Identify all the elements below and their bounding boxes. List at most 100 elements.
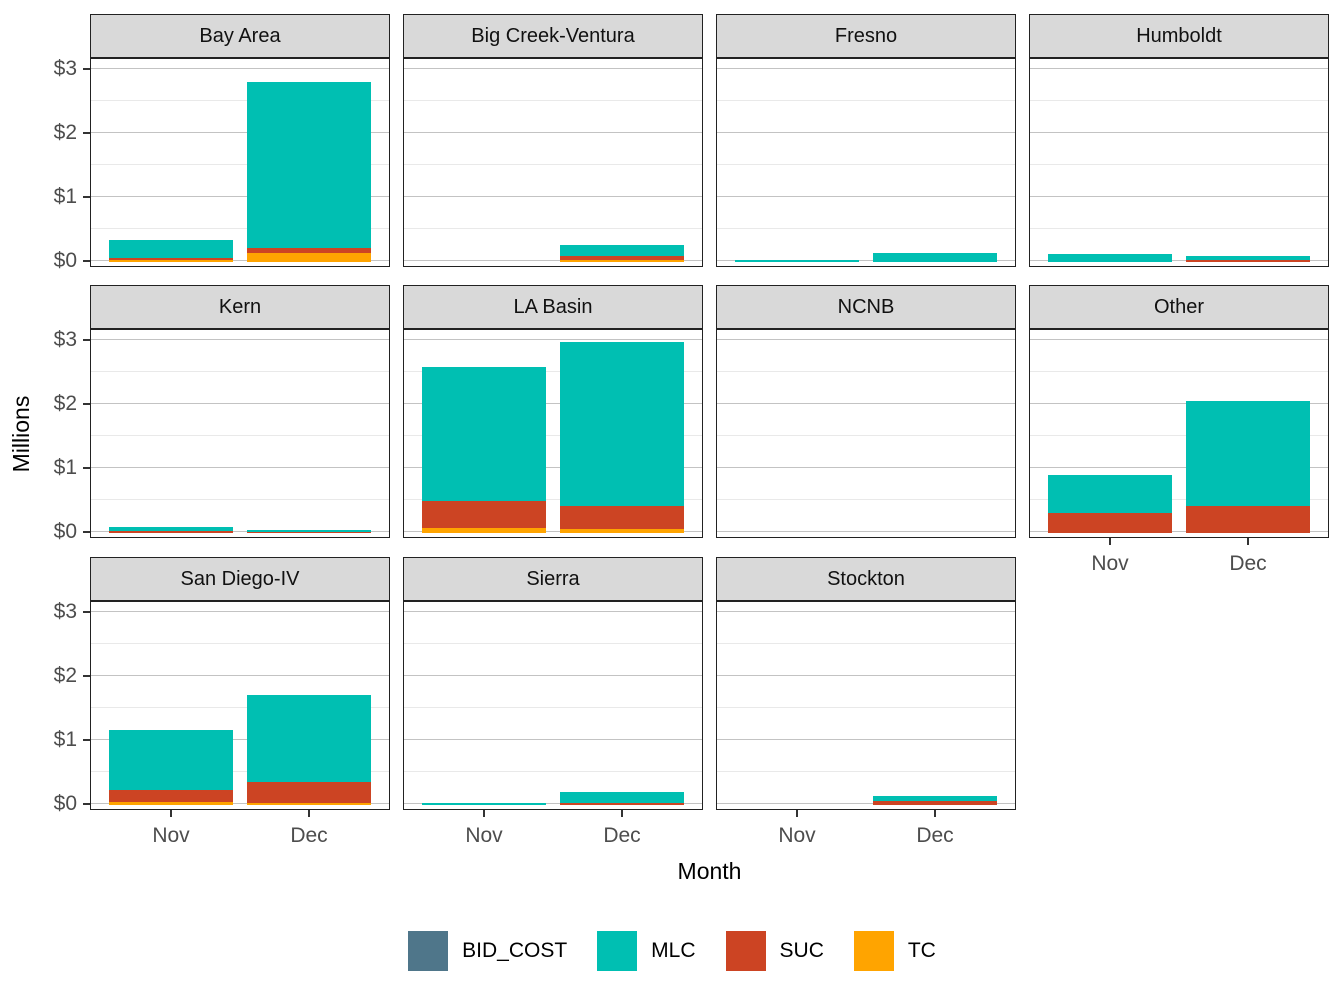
gridline-minor	[1030, 371, 1328, 373]
gridline-major	[717, 132, 1015, 134]
bar-segment-tc	[559, 259, 684, 262]
gridline-major	[404, 611, 702, 613]
bar-dec	[872, 252, 997, 262]
gridline-minor	[91, 435, 389, 437]
y-tick-label: $1	[53, 456, 77, 480]
bar-segment-suc	[246, 781, 371, 803]
x-tick-label: Dec	[603, 824, 641, 847]
x-tick-mark	[1109, 538, 1111, 545]
gridline-minor	[91, 228, 389, 230]
bar-segment-mlc	[246, 695, 371, 782]
y-tick-mark	[83, 339, 90, 341]
bar-dec	[246, 530, 371, 533]
x-tick-label: Nov	[1091, 552, 1129, 575]
bar-segment-mlc	[734, 259, 859, 262]
y-tick-mark	[83, 68, 90, 70]
y-tick-mark	[83, 739, 90, 741]
x-tick-mark	[483, 810, 485, 817]
legend-swatch-suc	[725, 931, 766, 971]
gridline-minor	[91, 499, 389, 501]
y-tick-mark	[83, 196, 90, 198]
facet-strip-label: Kern	[218, 295, 262, 318]
bar-segment-suc	[1185, 506, 1310, 533]
gridline-minor	[717, 435, 1015, 437]
bar-segment-suc	[559, 505, 684, 530]
gridline-major	[717, 611, 1015, 613]
x-tick-label: Nov	[778, 824, 816, 847]
y-tick-label: $2	[53, 392, 77, 416]
gridline-minor	[91, 371, 389, 373]
bar-segment-tc	[421, 528, 546, 533]
facet-strip-label: Fresno	[834, 24, 898, 47]
gridline-major	[91, 675, 389, 677]
bar-segment-suc	[421, 500, 546, 528]
y-tick-label: $0	[53, 520, 77, 544]
facet-strip-label: Humboldt	[1136, 24, 1222, 47]
bar-segment-tc	[246, 802, 371, 805]
gridline-minor	[91, 707, 389, 709]
facet-strip-other: Other	[1029, 285, 1329, 329]
bar-segment-suc	[872, 800, 997, 805]
gridline-minor	[404, 643, 702, 645]
bar-nov	[108, 526, 233, 533]
bar-nov	[108, 240, 233, 262]
bar-segment-mlc	[559, 341, 684, 506]
gridline-minor	[91, 643, 389, 645]
y-tick-mark	[83, 611, 90, 613]
facet-strip-ncnb: NCNB	[716, 285, 1016, 329]
gridline-minor	[404, 435, 702, 437]
bar-segment-mlc	[421, 802, 546, 805]
bar-dec	[1185, 401, 1310, 533]
gridline-minor	[717, 100, 1015, 102]
x-tick-mark	[934, 810, 936, 817]
gridline-major	[404, 739, 702, 741]
gridline-major	[717, 68, 1015, 70]
bar-nov	[108, 730, 233, 805]
bar-segment-suc	[559, 255, 684, 260]
legend: BID_COST MLC SUC TC	[0, 931, 1344, 971]
gridline-minor	[717, 371, 1015, 373]
gridline-major	[404, 196, 702, 198]
bar-segment-suc	[246, 531, 371, 533]
bar-nov	[421, 367, 546, 533]
bar-segment-mlc	[246, 530, 371, 532]
bar-segment-tc	[108, 260, 233, 262]
bar-dec	[559, 341, 684, 533]
y-tick-mark	[83, 403, 90, 405]
x-tick-mark	[796, 810, 798, 817]
facet-strip-label: NCNB	[837, 295, 895, 318]
gridline-minor	[404, 164, 702, 166]
legend-label: BID_COST	[462, 939, 568, 962]
gridline-major	[404, 68, 702, 70]
gridline-minor	[91, 771, 389, 773]
gridline-major	[91, 803, 389, 805]
facet-strip-la-basin: LA Basin	[403, 285, 703, 329]
gridline-minor	[404, 371, 702, 373]
facet-strip-label: Bay Area	[199, 24, 281, 47]
legend-swatch-bid_cost	[408, 931, 449, 971]
y-tick-mark	[83, 803, 90, 805]
bar-segment-mlc	[1185, 255, 1310, 261]
bar-segment-mlc	[108, 240, 233, 259]
gridline-major	[1030, 68, 1328, 70]
facet-strip-fresno: Fresno	[716, 14, 1016, 58]
gridline-major	[91, 68, 389, 70]
facet-strip-san-diego-iv: San Diego-IV	[90, 557, 390, 601]
gridline-major	[404, 339, 702, 341]
facet-strip-label: Big Creek-Ventura	[471, 24, 635, 47]
bar-segment-tc	[246, 252, 371, 262]
legend-label: SUC	[779, 939, 824, 962]
facet-panel-la-basin	[403, 329, 703, 538]
gridline-major	[404, 132, 702, 134]
gridline-major	[404, 803, 702, 805]
gridline-major	[404, 531, 702, 533]
x-tick-mark	[170, 810, 172, 817]
y-tick-mark	[83, 260, 90, 262]
gridline-major	[717, 403, 1015, 405]
bar-segment-mlc	[1185, 401, 1310, 507]
gridline-major	[91, 403, 389, 405]
gridline-minor	[91, 100, 389, 102]
bar-nov	[1047, 474, 1172, 533]
gridline-major	[717, 739, 1015, 741]
